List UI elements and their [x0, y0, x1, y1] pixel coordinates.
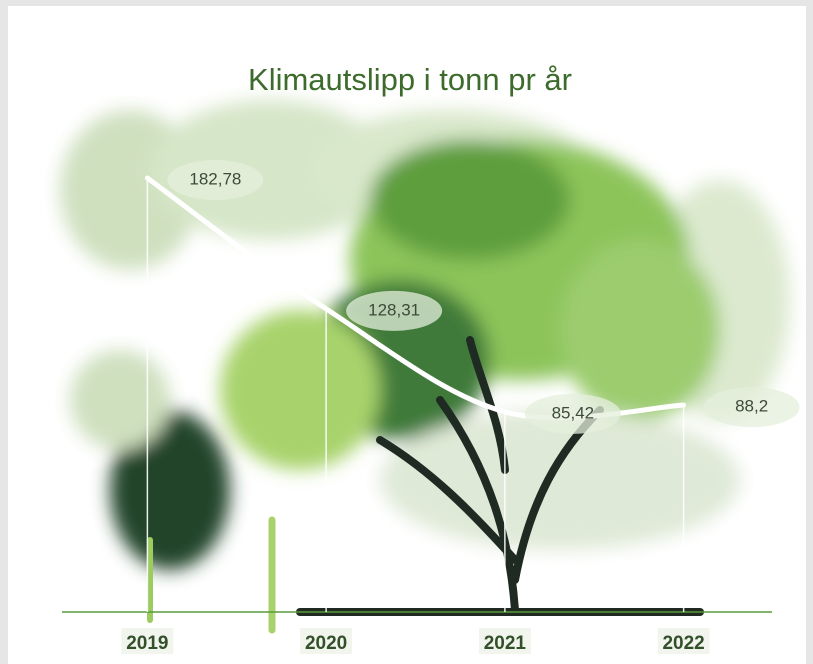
label-bubble: [524, 393, 621, 434]
x-tick-label: 2019: [126, 633, 168, 654]
data-label: 88,2: [735, 397, 768, 416]
x-tick-label: 2022: [662, 633, 704, 654]
x-tick-label: 2021: [484, 633, 527, 654]
x-label-bg: [657, 628, 710, 654]
data-label: 128,31: [368, 300, 420, 319]
x-label-bg: [478, 628, 531, 654]
x-label-bg: [121, 628, 174, 654]
data-label: 182,78: [189, 169, 241, 188]
chart-title: Klimautslipp i tonn pr år: [248, 62, 572, 97]
x-label-bg: [300, 628, 353, 654]
label-bubble: [167, 160, 264, 200]
label-bubble: [346, 290, 443, 331]
label-bubble: [703, 387, 800, 428]
x-tick-label: 2020: [305, 633, 347, 654]
data-label: 85,42: [552, 403, 595, 422]
